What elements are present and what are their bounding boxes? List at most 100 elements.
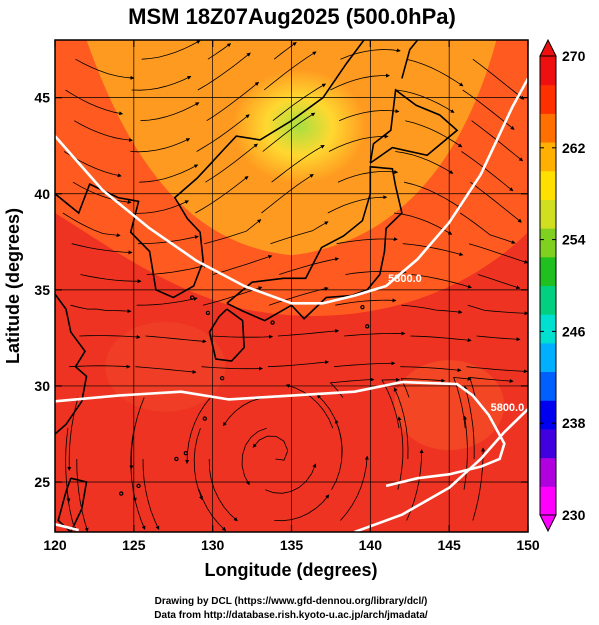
credit-data: Data from http://database.rish.kyoto-u.a…	[154, 610, 428, 621]
island	[219, 376, 225, 381]
streamline	[196, 114, 250, 152]
island	[136, 483, 141, 489]
colorbar-band	[540, 170, 556, 200]
colorbar-band	[540, 457, 556, 487]
streamline	[381, 377, 401, 429]
y-tick-label: 35	[34, 282, 50, 298]
colorbar-tick-label: 270	[562, 48, 586, 64]
y-axis-title: Latitude (degrees)	[3, 208, 23, 364]
streamline	[268, 286, 329, 306]
streamline	[463, 415, 468, 490]
streamline	[277, 329, 340, 337]
contour-label: 5800.0	[491, 402, 525, 414]
streamline	[142, 458, 160, 531]
streamline	[273, 42, 297, 60]
streamline	[252, 435, 289, 461]
streamline	[271, 144, 325, 183]
streamline	[337, 170, 399, 183]
colorbar-band	[540, 314, 556, 344]
streamline	[212, 254, 273, 275]
streamline	[204, 219, 262, 245]
colorbar-tick-label: 254	[562, 232, 586, 248]
streamline	[400, 366, 462, 373]
streamline	[340, 455, 369, 521]
streamline	[327, 195, 388, 214]
x-tick-label: 125	[122, 537, 146, 553]
streamline	[274, 494, 330, 522]
x-tick-label: 130	[201, 537, 225, 553]
colorbar-band	[540, 371, 556, 401]
streamline	[62, 212, 121, 238]
streamline	[74, 120, 134, 142]
streamline	[330, 73, 390, 91]
island	[270, 320, 275, 325]
colorbar-band	[540, 84, 556, 114]
coastline	[55, 292, 88, 435]
streamline	[208, 458, 238, 522]
streamline	[401, 304, 463, 314]
credit-drawing: Drawing by DCL (https://www.gfd-dennou.o…	[155, 596, 428, 607]
x-axis-title: Longitude (degrees)	[204, 560, 377, 580]
island	[183, 451, 189, 456]
colorbar-tick-label: 246	[562, 323, 586, 339]
island	[189, 295, 195, 300]
island	[360, 304, 365, 310]
streamline	[453, 376, 472, 429]
island	[364, 324, 370, 329]
streamline	[71, 243, 133, 255]
coastlines	[55, 40, 459, 532]
colorbar-band	[540, 285, 556, 315]
streamline	[336, 237, 398, 245]
colorbar-band	[540, 113, 556, 143]
streamline	[461, 151, 514, 192]
colorbar-band	[540, 400, 556, 430]
colorbar-frame	[539, 55, 557, 516]
streamline	[141, 40, 201, 60]
lat-lon-grid	[55, 40, 528, 532]
streamline	[140, 102, 200, 122]
contour-label: 5800.0	[388, 273, 422, 285]
streamline	[70, 304, 132, 314]
streamline	[328, 134, 389, 152]
island	[205, 310, 211, 316]
colorbar-tick-label: 262	[562, 140, 586, 156]
colorbar-tick-label: 230	[562, 507, 586, 523]
streamline	[338, 109, 400, 122]
streamline	[197, 52, 251, 91]
streamline	[241, 427, 267, 486]
y-tick-label: 45	[34, 90, 50, 106]
field-patch-warm	[105, 321, 226, 412]
streamline	[263, 51, 317, 91]
streamline	[136, 296, 198, 306]
x-tick-label: 120	[43, 537, 67, 553]
x-tick-label: 135	[280, 537, 304, 553]
island	[174, 456, 179, 462]
contour-line	[354, 408, 528, 532]
streamline	[72, 181, 132, 205]
streamline	[69, 364, 131, 369]
streamline	[472, 447, 486, 521]
streamline	[397, 416, 404, 490]
streamline	[195, 175, 249, 214]
streamline	[463, 385, 475, 460]
streamline	[468, 243, 528, 264]
x-tick-label: 140	[359, 537, 383, 553]
streamline	[395, 151, 454, 174]
streamline	[410, 335, 472, 343]
streamline	[135, 366, 197, 374]
streamline	[146, 263, 208, 275]
colorbar: 270 262 254 246 238 230	[539, 38, 586, 533]
streamline	[66, 489, 77, 532]
streamline	[335, 298, 397, 306]
streamline	[393, 387, 409, 460]
streamline	[329, 377, 375, 398]
coastline	[55, 40, 365, 299]
streamline	[193, 428, 203, 501]
coastline	[226, 165, 403, 322]
streamline	[261, 174, 314, 214]
streamline	[65, 89, 124, 116]
streamline	[80, 274, 142, 284]
x-axis-ticks: 120 125 130 135 140 145 150	[43, 40, 540, 553]
colorbar-ticks: 270 262 254 246 238 230	[540, 48, 586, 523]
colorbar-band	[540, 228, 556, 258]
